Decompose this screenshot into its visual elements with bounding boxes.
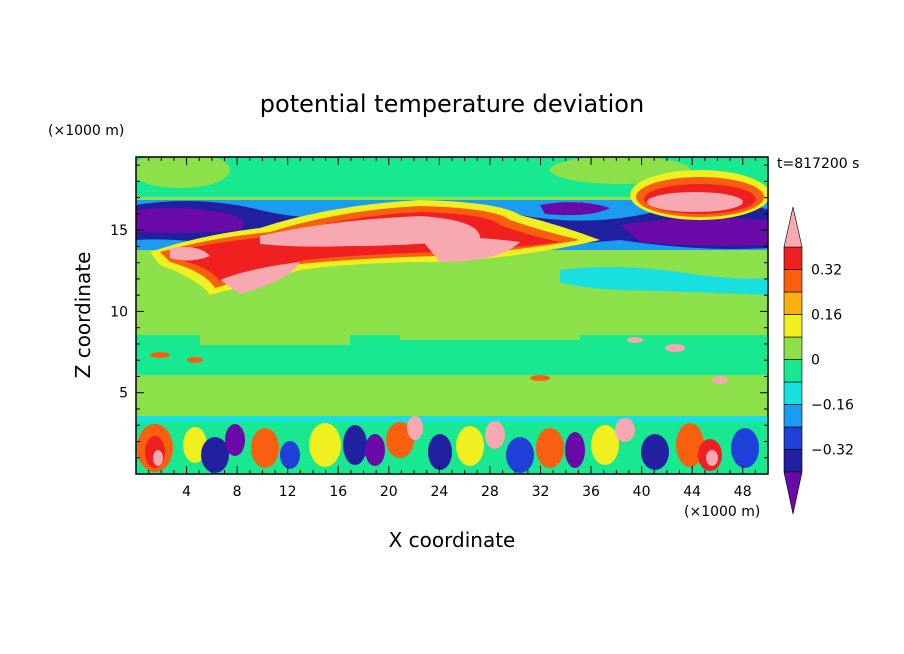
colorbar-segment bbox=[783, 404, 803, 428]
colorbar-tick-label: 0 bbox=[811, 353, 820, 369]
colorbar-tick-label: −0.16 bbox=[811, 398, 854, 414]
x-tick-label: 4 bbox=[182, 484, 191, 500]
colorbar-upper-arrow bbox=[783, 206, 803, 248]
y-tick-label: 10 bbox=[110, 304, 128, 320]
speckles bbox=[150, 337, 728, 384]
colorbar-segment bbox=[783, 449, 803, 473]
warm-sheet-core bbox=[220, 262, 300, 294]
warm-sheet-core bbox=[170, 247, 210, 261]
chart-title: potential temperature deviation bbox=[260, 90, 644, 118]
x-tick-label: 32 bbox=[532, 484, 550, 500]
y-unit-label: (×1000 m) bbox=[48, 123, 124, 139]
purple-core bbox=[540, 202, 610, 216]
right-warm-lens bbox=[647, 192, 743, 212]
colorbar-segment bbox=[783, 314, 803, 338]
purple-core bbox=[620, 218, 768, 246]
low-green-block bbox=[650, 378, 768, 416]
colorbar-segment bbox=[783, 246, 803, 270]
cyan-tongue bbox=[560, 266, 768, 295]
warm-sheet-core bbox=[420, 237, 520, 262]
y-axis-label: Z coordinate bbox=[71, 252, 95, 379]
x-axis: 4 8 12 16 20 24 28 32 36 40 44 48 bbox=[148, 157, 756, 500]
x-tick-label: 40 bbox=[633, 484, 651, 500]
mid-green-block bbox=[200, 300, 350, 345]
low-green-block bbox=[200, 378, 360, 416]
colorbar-tick-label: −0.32 bbox=[811, 443, 854, 459]
x-tick-label: 44 bbox=[683, 484, 701, 500]
x-tick-label: 12 bbox=[279, 484, 297, 500]
x-tick-label: 36 bbox=[582, 484, 600, 500]
low-green-block bbox=[420, 378, 620, 416]
purple-core bbox=[136, 207, 244, 234]
colorbar-segment bbox=[783, 426, 803, 450]
y-tick-label: 15 bbox=[110, 223, 128, 239]
x-tick-label: 48 bbox=[734, 484, 752, 500]
x-tick-label: 24 bbox=[430, 484, 448, 500]
heatmap-field bbox=[136, 157, 768, 474]
mid-cyan-strip bbox=[136, 416, 768, 422]
boundary-cells bbox=[137, 416, 759, 473]
colorbar-segment bbox=[783, 269, 803, 293]
x-unit-label: (×1000 m) bbox=[684, 504, 760, 520]
y-tick-label: 5 bbox=[119, 386, 128, 402]
upper-green-patch bbox=[136, 157, 230, 188]
time-label: t=817200 s bbox=[777, 156, 859, 172]
mid-green-block bbox=[400, 300, 580, 340]
colorbar-tick-label: 0.32 bbox=[811, 263, 842, 279]
x-axis-label: X coordinate bbox=[389, 528, 516, 552]
colorbar-lower-arrow bbox=[783, 471, 803, 515]
x-tick-label: 8 bbox=[233, 484, 242, 500]
x-tick-label: 20 bbox=[380, 484, 398, 500]
colorbar-tick-label: 0.16 bbox=[811, 308, 842, 324]
y-axis: 5 10 15 bbox=[110, 164, 768, 459]
colorbar: 0.32 0.16 0 −0.16 −0.32 bbox=[783, 206, 854, 515]
colorbar-segment bbox=[783, 381, 803, 405]
colorbar-segment bbox=[783, 291, 803, 315]
x-tick-label: 16 bbox=[329, 484, 347, 500]
colorbar-segment bbox=[783, 359, 803, 383]
colorbar-segment bbox=[783, 336, 803, 360]
x-tick-label: 28 bbox=[481, 484, 499, 500]
